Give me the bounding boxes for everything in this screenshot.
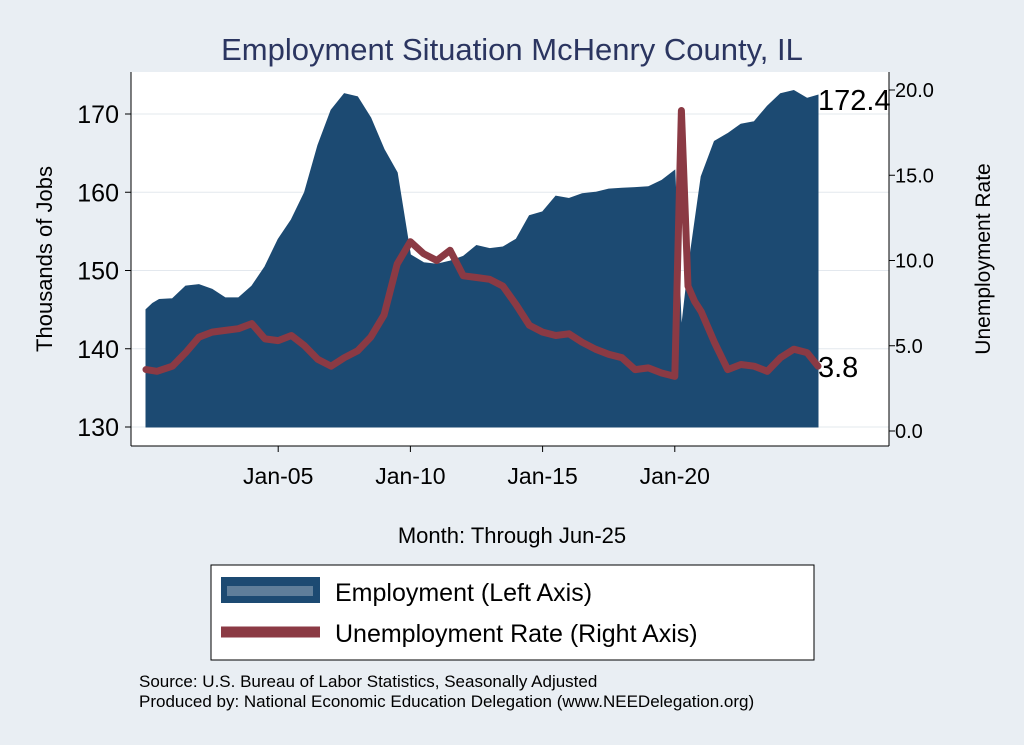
legend-employment-swatch-highlight: [227, 586, 313, 596]
right-tick-label-4: 20.0: [895, 80, 934, 102]
left-axis-ticks: 130 140 150 160 170: [77, 101, 131, 442]
x-tick-label-3: Jan-20: [640, 463, 710, 489]
source-note: Source: U.S. Bureau of Labor Statistics,…: [139, 672, 598, 691]
right-axis-label: Unemployment Rate: [972, 163, 995, 354]
left-tick-label-4: 170: [77, 101, 119, 129]
employment-end-label: 172.4: [818, 85, 891, 117]
unemployment-end-label: 3.8: [818, 352, 858, 384]
x-tick-label-1: Jan-10: [375, 463, 445, 489]
left-tick-label-1: 140: [77, 336, 119, 364]
right-axis-ticks: 0.0 5.0 10.0 15.0 20.0: [889, 80, 934, 443]
producer-note: Produced by: National Economic Education…: [139, 692, 755, 711]
right-tick-label-3: 15.0: [895, 165, 934, 187]
x-tick-label-2: Jan-15: [507, 463, 577, 489]
legend-unemployment-label: Unemployment Rate (Right Axis): [335, 620, 698, 648]
x-axis-label: Month: Through Jun-25: [398, 523, 626, 548]
employment-area-layer: [145, 89, 819, 428]
employment-area: [145, 89, 819, 428]
x-tick-label-0: Jan-05: [243, 463, 313, 489]
left-tick-label-3: 160: [77, 179, 119, 207]
right-tick-label-2: 10.0: [895, 251, 934, 273]
left-tick-label-2: 150: [77, 258, 119, 286]
left-axis-label: Thousands of Jobs: [32, 166, 57, 352]
legend-employment-label: Employment (Left Axis): [335, 579, 592, 607]
right-tick-label-1: 5.0: [895, 336, 923, 358]
right-tick-label-0: 0.0: [895, 421, 923, 443]
left-tick-label-0: 130: [77, 414, 119, 442]
unemployment-line-layer: [142, 107, 822, 380]
chart-title: Employment Situation McHenry County, IL: [221, 32, 803, 67]
unemployment-line: [142, 107, 822, 380]
x-axis-ticks: Jan-05 Jan-10 Jan-15 Jan-20: [243, 446, 710, 489]
